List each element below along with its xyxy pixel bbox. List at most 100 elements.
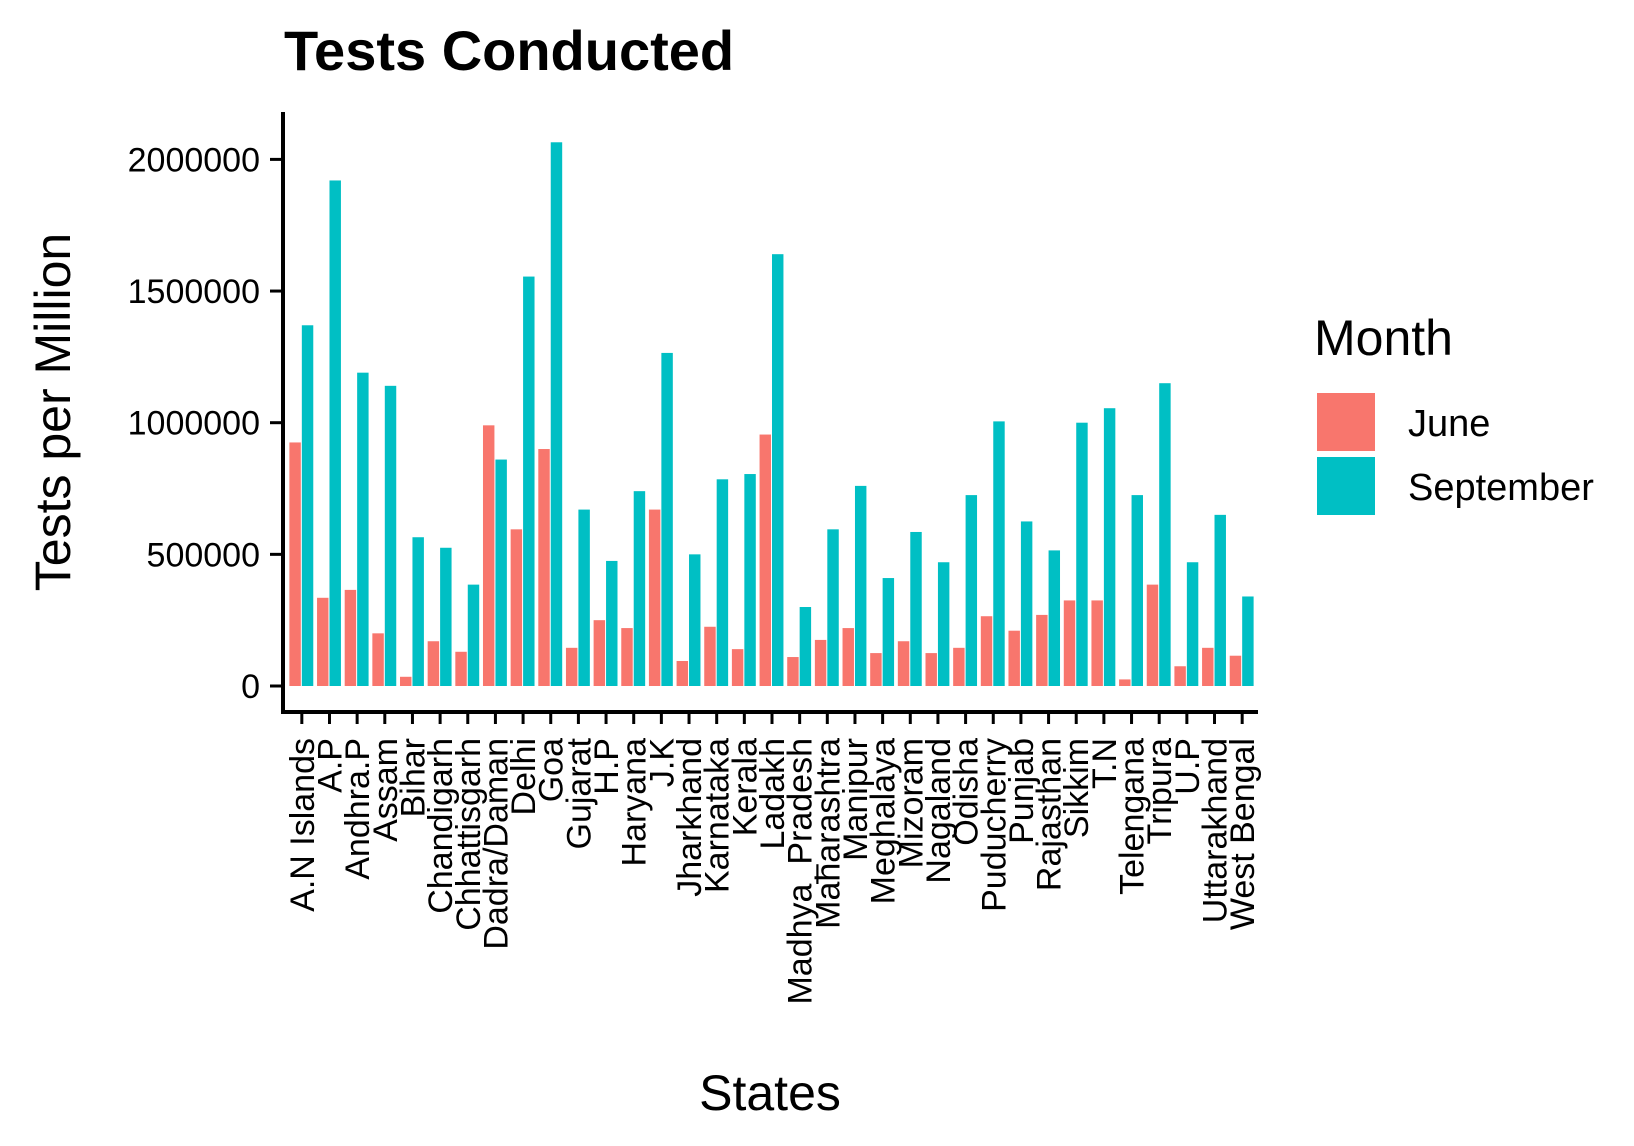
x-tick-label: Assam: [367, 738, 405, 842]
x-tick-label: Puducherry: [975, 738, 1013, 912]
bar-june-8: [510, 529, 523, 686]
bar-june-24: [953, 647, 965, 686]
bar-june-29: [1091, 600, 1103, 686]
bar-september-8: [523, 276, 535, 686]
x-tick-label: Chandigarh: [422, 738, 460, 914]
bar-june-20: [842, 628, 854, 686]
bar-september-13: [661, 352, 673, 686]
x-tick-label: H.P: [588, 738, 626, 795]
x-tick-label: Bihar: [394, 738, 432, 817]
bar-september-0: [301, 325, 314, 686]
bar-september-11: [606, 560, 618, 686]
x-tick-label: U.P: [1169, 738, 1207, 795]
bar-june-3: [372, 633, 384, 686]
bar-june-16: [731, 649, 744, 686]
x-tick-label: Dadra/Daman: [477, 738, 515, 950]
bar-september-14: [689, 554, 701, 686]
y-tick-label: 2000000: [128, 141, 260, 179]
bar-september-23: [937, 562, 950, 686]
bar-june-27: [1036, 614, 1048, 686]
bar-september-22: [910, 531, 922, 686]
y-axis-title: Tests per Million: [25, 233, 81, 591]
bar-june-1: [317, 597, 329, 686]
bar-september-4: [412, 537, 424, 686]
x-tick-label: Odisha: [948, 738, 986, 846]
bar-june-14: [676, 660, 689, 686]
bar-september-16: [744, 474, 756, 686]
x-tick-label: Madhya_Pradesh: [782, 738, 820, 1005]
x-tick-label: West Bengal: [1224, 738, 1262, 930]
bar-june-4: [400, 676, 412, 686]
bar-september-19: [827, 529, 839, 686]
bar-june-31: [1146, 584, 1159, 686]
bar-june-13: [648, 509, 661, 686]
bar-june-34: [1229, 655, 1242, 686]
bar-june-23: [925, 653, 937, 686]
x-tick-label: Gujarat: [560, 737, 598, 849]
x-axis-ticks: A.N IslandsA.PAndhra.PAssamBiharChandiga…: [284, 712, 1262, 1005]
y-axis-ticks: 0 500000 1000000 1500000 2000000: [128, 141, 283, 706]
bar-september-27: [1048, 550, 1061, 686]
bar-june-2: [344, 589, 357, 686]
x-tick-label: Karnataka: [699, 738, 737, 893]
bar-june-33: [1202, 647, 1214, 686]
x-tick-label: Andhra.P: [339, 738, 377, 880]
x-tick-label: Maharashtra: [809, 738, 847, 929]
x-tick-label: J.K: [643, 738, 681, 787]
x-tick-label: Rajasthan: [1031, 738, 1069, 891]
chart-title: Tests Conducted: [284, 19, 734, 82]
bar-june-18: [787, 657, 799, 686]
bar-september-7: [495, 459, 507, 686]
x-axis-title: States: [699, 1065, 841, 1121]
x-tick-label: A.N Islands: [284, 738, 322, 912]
y-tick-label: 0: [241, 668, 260, 706]
x-tick-label: Nagaland: [920, 738, 958, 884]
bar-september-26: [1020, 521, 1033, 686]
bar-september-32: [1186, 562, 1199, 686]
bar-september-1: [329, 180, 341, 686]
bar-september-28: [1076, 422, 1088, 686]
bar-june-5: [427, 641, 440, 686]
x-tick-label: Delhi: [505, 738, 543, 815]
bar-september-20: [854, 485, 867, 686]
y-tick-label: 500000: [147, 536, 260, 574]
x-tick-label: Punjab: [1003, 738, 1041, 844]
bar-june-11: [593, 620, 606, 686]
x-tick-label: Ladakh: [754, 738, 792, 850]
bar-june-10: [565, 647, 578, 686]
bar-june-9: [538, 449, 550, 686]
x-tick-label: Sikkim: [1058, 738, 1096, 838]
bar-september-34: [1242, 596, 1254, 686]
bar-june-6: [455, 651, 467, 686]
x-tick-label: Meghalaya: [865, 738, 903, 904]
bar-september-33: [1214, 514, 1226, 686]
x-tick-label: Kerala: [726, 738, 764, 836]
legend-label-september: September: [1408, 467, 1594, 509]
bar-september-31: [1159, 383, 1171, 686]
legend-swatch-june: [1317, 393, 1375, 451]
bar-june-0: [289, 442, 301, 686]
bar-september-29: [1103, 408, 1116, 686]
x-tick-label: Chhattisgarh: [450, 738, 488, 931]
legend-swatch-september: [1317, 457, 1375, 515]
x-tick-label: Goa: [533, 738, 571, 802]
x-tick-label: A.P: [311, 738, 349, 793]
x-tick-label: Jharkhand: [671, 738, 709, 897]
x-tick-label: Uttarakhand: [1197, 738, 1235, 923]
bar-june-26: [1008, 630, 1020, 686]
bar-june-30: [1119, 679, 1131, 686]
x-tick-label: Telengana: [1114, 738, 1152, 895]
bar-september-10: [578, 509, 590, 686]
bar-june-19: [814, 639, 827, 686]
y-tick-label: 1500000: [128, 273, 260, 311]
x-tick-label: Manipur: [837, 738, 875, 861]
legend-label-june: June: [1408, 403, 1490, 445]
bar-june-21: [870, 653, 882, 686]
bar-september-15: [716, 479, 729, 686]
bar-september-9: [550, 142, 563, 687]
bar-september-21: [882, 578, 895, 686]
bar-june-15: [704, 626, 716, 686]
bar-september-17: [772, 254, 784, 687]
bar-september-6: [467, 584, 480, 686]
